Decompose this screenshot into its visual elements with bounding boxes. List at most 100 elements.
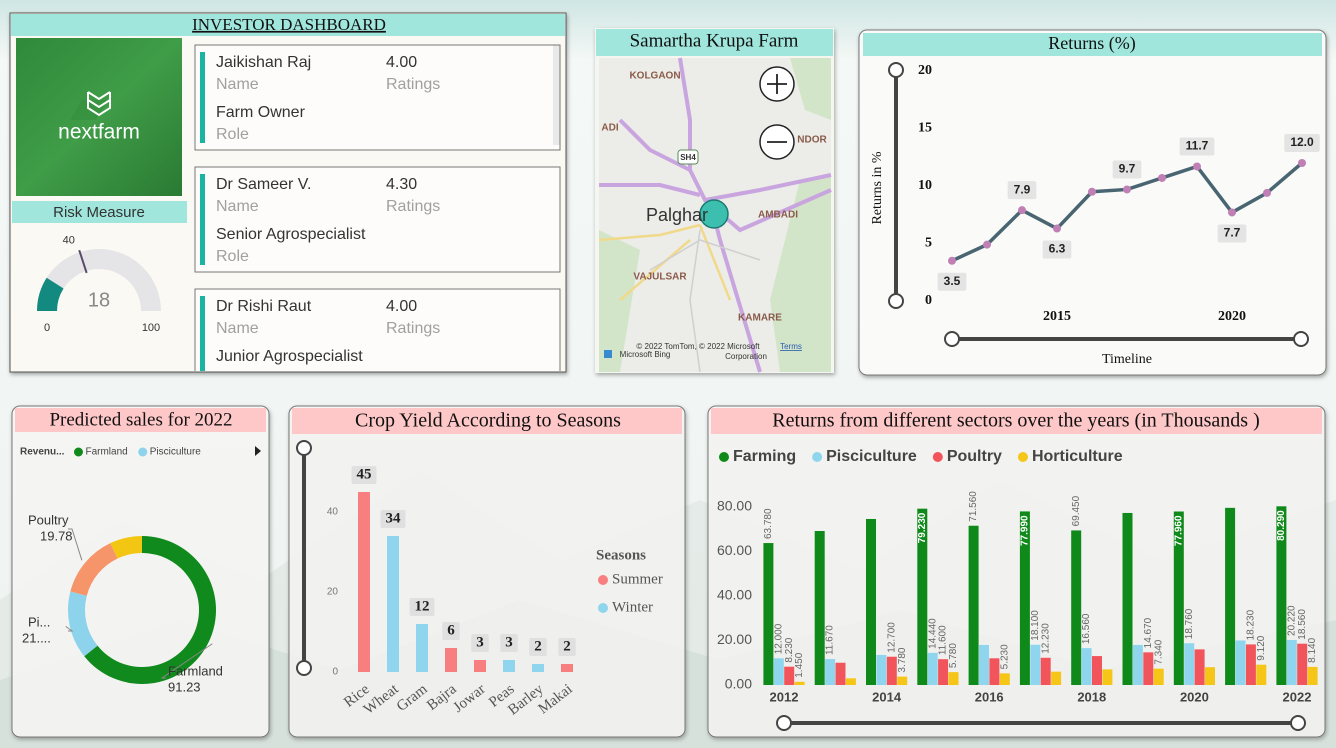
legend-label: Horticulture bbox=[1032, 448, 1123, 465]
bar bbox=[773, 658, 784, 685]
map-road bbox=[598, 223, 732, 301]
bar bbox=[938, 659, 949, 685]
data-label: 20.220 bbox=[1286, 605, 1297, 636]
point bbox=[1158, 173, 1166, 182]
point bbox=[983, 240, 991, 249]
map-title: Samartha Krupa Farm bbox=[630, 30, 799, 51]
map-credit: © 2022 TomTom, © 2022 Microsoft bbox=[636, 342, 760, 351]
point bbox=[1088, 187, 1096, 196]
gauge-value bbox=[37, 277, 64, 311]
profile-role: Senior Agrospecialist bbox=[216, 226, 366, 243]
data-label-box bbox=[380, 510, 406, 528]
slice-name: Poultry bbox=[28, 512, 69, 527]
profile-name: Jaikishan Raj bbox=[216, 54, 311, 71]
map-label: VAJULSAR bbox=[633, 272, 687, 283]
data-label: 12.230 bbox=[1040, 623, 1051, 654]
bar bbox=[968, 525, 979, 685]
map-label: ADI bbox=[601, 123, 618, 134]
accent-bar bbox=[200, 296, 205, 371]
point bbox=[1298, 159, 1306, 167]
data-label: 11.600 bbox=[938, 625, 949, 655]
farm-location[interactable] bbox=[699, 199, 729, 229]
profile-name: Dr Sameer V. bbox=[216, 176, 311, 193]
y-tick-label: 60.00 bbox=[717, 542, 752, 558]
x-tick-label: 2012 bbox=[770, 689, 799, 704]
slice-value: 19.78 bbox=[40, 528, 73, 543]
data-label: 2 bbox=[534, 638, 542, 654]
y-tick-label: 20 bbox=[327, 587, 339, 598]
bar bbox=[1286, 639, 1297, 685]
data-label: 9.7 bbox=[1119, 162, 1136, 176]
leader-line bbox=[65, 625, 74, 632]
data-label: 1.450 bbox=[794, 652, 805, 677]
bar bbox=[845, 678, 856, 685]
y-axis-label: Returns in % bbox=[870, 151, 885, 224]
bar bbox=[927, 652, 938, 685]
x-axis-label: Timeline bbox=[1102, 352, 1152, 367]
y-tick-label: 0.00 bbox=[725, 676, 752, 692]
gauge-value-label: 18 bbox=[88, 289, 110, 311]
x-tick-label: 2015 bbox=[1043, 309, 1071, 324]
data-label-box bbox=[1042, 240, 1072, 259]
map-label: KOLGAON bbox=[629, 71, 680, 82]
gauge-track bbox=[37, 249, 161, 311]
data-label: 80.290 bbox=[1276, 510, 1287, 541]
map-road bbox=[649, 229, 761, 373]
data-label: 5.230 bbox=[999, 644, 1010, 669]
chart-title: Crop Yield According to Seasons bbox=[355, 410, 621, 432]
y-tick-label: 5 bbox=[925, 236, 932, 251]
chart-title: Predicted sales for 2022 bbox=[49, 409, 232, 430]
data-label: 18.230 bbox=[1246, 609, 1257, 640]
bar bbox=[474, 660, 486, 672]
data-label: 79.230 bbox=[917, 512, 928, 543]
point bbox=[1053, 224, 1061, 233]
data-label-box bbox=[351, 466, 377, 484]
legend-label: Winter bbox=[612, 599, 653, 615]
bar bbox=[866, 518, 876, 685]
bar bbox=[1122, 512, 1133, 685]
profile-list: Jaikishan Raj Name Farm Owner Role 4.00 Ratin… bbox=[194, 44, 561, 371]
data-label: 14.670 bbox=[1143, 617, 1154, 648]
title-bar bbox=[12, 201, 187, 223]
bar bbox=[1092, 656, 1102, 685]
data-label: 12.000 bbox=[773, 623, 784, 654]
bar bbox=[1245, 644, 1256, 685]
y-tick-label: 40 bbox=[327, 507, 339, 518]
panel bbox=[707, 405, 1326, 738]
x-tick-label: 2020 bbox=[1218, 309, 1246, 324]
plus-icon bbox=[767, 74, 787, 94]
data-label: 6.3 bbox=[1049, 242, 1066, 256]
y-slider[interactable] bbox=[296, 440, 312, 676]
x-slider[interactable] bbox=[944, 331, 1309, 347]
data-label-box bbox=[409, 598, 435, 616]
terms-link[interactable]: Terms bbox=[780, 342, 802, 351]
legend-scroll[interactable] bbox=[255, 446, 261, 456]
bar bbox=[1051, 671, 1062, 685]
bar bbox=[763, 543, 774, 685]
bar bbox=[1276, 506, 1287, 685]
bar bbox=[784, 666, 795, 685]
x-slider[interactable] bbox=[776, 715, 1306, 731]
y-tick-label: 10 bbox=[918, 178, 932, 193]
accent-bar bbox=[200, 52, 205, 143]
data-label-box bbox=[529, 638, 547, 656]
legend-label: Summer bbox=[612, 571, 663, 587]
data-label-box bbox=[471, 634, 489, 652]
map-label: SH4 bbox=[680, 153, 696, 162]
legend-swatch bbox=[598, 575, 608, 585]
profile-role-label: Role bbox=[216, 248, 249, 265]
data-label: 16.560 bbox=[1081, 613, 1092, 644]
data-label-box bbox=[1112, 160, 1142, 179]
y-slider[interactable] bbox=[888, 62, 904, 309]
bar bbox=[1030, 644, 1041, 685]
bar bbox=[1194, 649, 1205, 685]
y-tick-label: 0 bbox=[332, 667, 338, 678]
slice-name: Farmland bbox=[168, 663, 223, 678]
data-label: 3 bbox=[505, 634, 513, 650]
profile-card bbox=[194, 166, 561, 273]
profile-card bbox=[194, 44, 561, 151]
data-label-box bbox=[558, 638, 576, 656]
data-label: 18.100 bbox=[1030, 610, 1041, 641]
map[interactable]: KOLGAON ADI NDOR SH4 Palghar AMBADI VAJU… bbox=[598, 57, 832, 373]
